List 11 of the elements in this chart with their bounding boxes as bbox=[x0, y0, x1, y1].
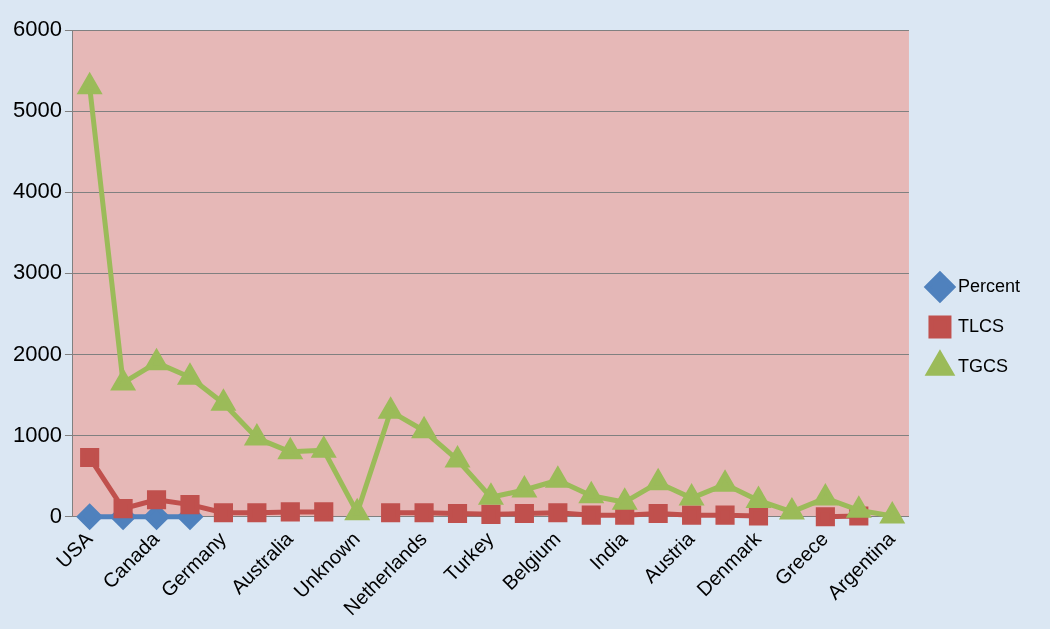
legend-label: Percent bbox=[957, 275, 1021, 296]
y-tick-label: 2000 bbox=[12, 340, 62, 366]
y-tick-label: 6000 bbox=[12, 16, 62, 42]
y-tick-label: 4000 bbox=[12, 178, 62, 204]
y-tick-label: 0 bbox=[49, 502, 62, 528]
y-tick-label: 3000 bbox=[12, 259, 62, 285]
y-tick-label: 1000 bbox=[12, 421, 62, 447]
x-tick-label: USA bbox=[51, 526, 97, 573]
y-tick-label: 5000 bbox=[12, 97, 62, 123]
legend-label: TGCS bbox=[957, 355, 1008, 376]
legend-label: TLCS bbox=[957, 315, 1004, 336]
